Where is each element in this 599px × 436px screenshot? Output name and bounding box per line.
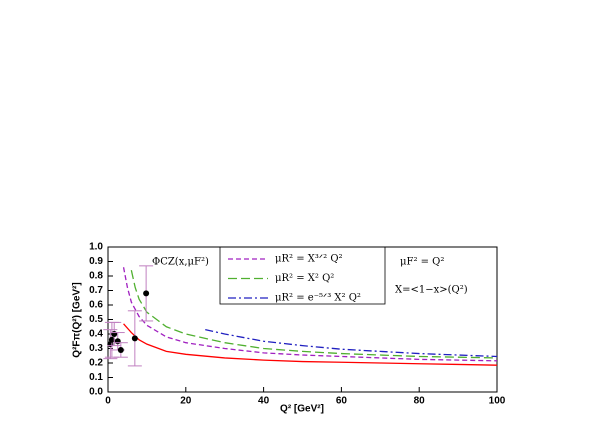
data-point [117, 346, 124, 353]
y-tick-label: 0.5 [89, 314, 103, 325]
annotation: μF² = Q² [400, 257, 444, 268]
x-tick-label: 40 [258, 396, 270, 407]
data-point [114, 338, 121, 345]
y-tick-label: 0.6 [89, 300, 103, 311]
y-tick-label: 0.0 [89, 387, 103, 398]
data-point [108, 336, 115, 343]
data-point [131, 335, 138, 342]
y-tick-label: 0.3 [89, 343, 103, 354]
y-tick-label: 0.1 [89, 372, 103, 383]
legend-box [219, 246, 386, 305]
y-tick-label: 0.2 [89, 358, 103, 369]
y-tick-label: 1.0 [89, 242, 103, 253]
series-line [123, 323, 498, 366]
x-tick-label: 60 [336, 396, 348, 407]
y-tick-label: 0.9 [89, 256, 103, 267]
x-tick-label: 100 [489, 396, 506, 407]
y-tick-label: 0.7 [89, 285, 103, 296]
data-point [143, 290, 150, 297]
legend-label: μR² = X² Q² [275, 273, 334, 284]
x-tick-label: 20 [180, 396, 192, 407]
y-tick-label: 0.4 [89, 329, 103, 340]
series-line [205, 329, 498, 358]
x-tick-label: 80 [414, 396, 426, 407]
x-axis-label: Q² [GeV²] [280, 404, 324, 415]
annotation: ΦCZ(x,μF²) [152, 257, 209, 268]
y-axis-label: Q²Fπ(Q²) [GeV²] [72, 282, 83, 357]
x-tick-label: 0 [105, 396, 111, 407]
series-line [122, 267, 498, 362]
y-tick-label: 0.8 [89, 271, 103, 282]
legend-label: μR² = e⁻⁵ᐟ³ X² Q² [275, 293, 361, 304]
series-line [130, 270, 498, 359]
annotation: X=<1−x>(Q²) [395, 285, 468, 296]
legend-label: μR² = X³ᐟ² Q² [275, 254, 343, 265]
data-point [111, 331, 118, 337]
